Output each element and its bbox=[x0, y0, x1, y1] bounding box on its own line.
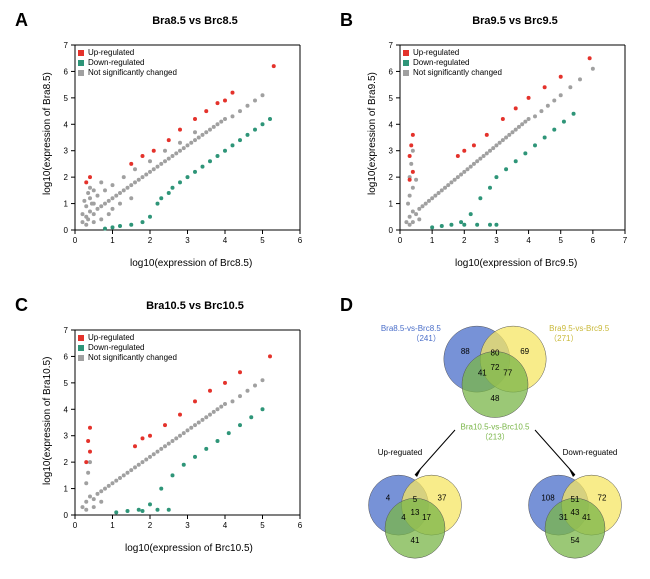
svg-text:1: 1 bbox=[64, 485, 69, 494]
svg-text:4: 4 bbox=[223, 236, 228, 245]
svg-text:6: 6 bbox=[591, 236, 596, 245]
svg-text:0: 0 bbox=[73, 521, 78, 530]
ylabel-b: log10(expression of Bra9.5) bbox=[367, 72, 378, 195]
svg-text:1: 1 bbox=[110, 236, 115, 245]
svg-text:1: 1 bbox=[430, 236, 435, 245]
svg-text:Down-reguated: Down-reguated bbox=[563, 448, 618, 457]
svg-text:77: 77 bbox=[503, 368, 512, 377]
svg-text:51: 51 bbox=[571, 495, 580, 504]
svg-text:80: 80 bbox=[491, 348, 500, 357]
svg-text:7: 7 bbox=[64, 41, 69, 50]
svg-text:2: 2 bbox=[389, 173, 394, 182]
svg-text:0: 0 bbox=[64, 511, 69, 520]
svg-text:17: 17 bbox=[422, 513, 431, 522]
svg-text:3: 3 bbox=[64, 147, 69, 156]
panel-label-b: B bbox=[340, 10, 353, 31]
xlabel-a: log10(expression of Brc8.5) bbox=[130, 258, 252, 269]
svg-text:41: 41 bbox=[411, 536, 420, 545]
svg-text:5: 5 bbox=[260, 236, 265, 245]
svg-text:37: 37 bbox=[438, 494, 447, 503]
svg-text:0: 0 bbox=[398, 236, 403, 245]
svg-text:0: 0 bbox=[389, 226, 394, 235]
svg-text:3: 3 bbox=[389, 147, 394, 156]
legend-c: Up-regulated Down-regulated Not signific… bbox=[78, 333, 177, 363]
panel-label-a: A bbox=[15, 10, 28, 31]
svg-text:5: 5 bbox=[64, 379, 69, 388]
svg-text:4: 4 bbox=[64, 405, 69, 414]
ylabel-a: log10(expression of Bra8.5) bbox=[42, 72, 53, 195]
svg-text:4: 4 bbox=[389, 120, 394, 129]
svg-text:69: 69 bbox=[520, 347, 529, 356]
svg-text:31: 31 bbox=[559, 513, 568, 522]
svg-text:54: 54 bbox=[571, 536, 580, 545]
svg-text:48: 48 bbox=[491, 394, 500, 403]
svg-text:1: 1 bbox=[110, 521, 115, 530]
svg-text:Up-reguated: Up-reguated bbox=[378, 448, 422, 457]
svg-text:4: 4 bbox=[223, 521, 228, 530]
svg-text:7: 7 bbox=[64, 326, 69, 335]
xlabel-c: log10(expression of Brc10.5) bbox=[125, 543, 253, 554]
svg-text:（271）: （271） bbox=[549, 334, 578, 343]
svg-text:2: 2 bbox=[64, 173, 69, 182]
svg-text:5: 5 bbox=[413, 495, 418, 504]
svg-text:（213）: （213） bbox=[480, 433, 509, 442]
svg-text:Bra10.5-vs-Brc10.5: Bra10.5-vs-Brc10.5 bbox=[461, 423, 530, 432]
panel-title-b: Bra9.5 vs Brc9.5 bbox=[400, 15, 630, 27]
svg-text:72: 72 bbox=[598, 494, 607, 503]
panel-label-c: C bbox=[15, 295, 28, 316]
svg-text:4: 4 bbox=[386, 494, 391, 503]
svg-text:Bra8.5-vs-Brc8.5: Bra8.5-vs-Brc8.5 bbox=[381, 324, 442, 333]
svg-text:72: 72 bbox=[491, 363, 500, 372]
svg-text:0: 0 bbox=[64, 226, 69, 235]
svg-text:5: 5 bbox=[389, 94, 394, 103]
svg-text:43: 43 bbox=[571, 508, 580, 517]
svg-text:0: 0 bbox=[73, 236, 78, 245]
svg-text:2: 2 bbox=[64, 458, 69, 467]
svg-text:2: 2 bbox=[462, 236, 467, 245]
svg-text:4: 4 bbox=[64, 120, 69, 129]
svg-text:Bra9.5-vs-Brc9.5: Bra9.5-vs-Brc9.5 bbox=[549, 324, 610, 333]
svg-text:88: 88 bbox=[461, 347, 470, 356]
svg-text:4: 4 bbox=[526, 236, 531, 245]
svg-text:6: 6 bbox=[298, 521, 303, 530]
svg-text:4: 4 bbox=[401, 513, 406, 522]
svg-text:41: 41 bbox=[582, 513, 591, 522]
svg-text:2: 2 bbox=[148, 236, 153, 245]
svg-text:（241）: （241） bbox=[411, 334, 440, 343]
panel-label-d: D bbox=[340, 295, 353, 316]
svg-text:6: 6 bbox=[64, 352, 69, 361]
svg-text:3: 3 bbox=[494, 236, 499, 245]
svg-text:6: 6 bbox=[64, 67, 69, 76]
panel-title-c: Bra10.5 vs Brc10.5 bbox=[80, 300, 310, 312]
ylabel-c: log10(expression of Bra10.5) bbox=[42, 357, 53, 485]
legend-b: Up-regulated Down-regulated Not signific… bbox=[403, 48, 502, 78]
svg-text:41: 41 bbox=[478, 368, 487, 377]
svg-text:7: 7 bbox=[389, 41, 394, 50]
svg-text:6: 6 bbox=[389, 67, 394, 76]
svg-text:5: 5 bbox=[558, 236, 563, 245]
svg-text:1: 1 bbox=[64, 200, 69, 209]
svg-text:13: 13 bbox=[411, 508, 420, 517]
svg-text:7: 7 bbox=[623, 236, 628, 245]
svg-text:6: 6 bbox=[298, 236, 303, 245]
svg-text:3: 3 bbox=[185, 521, 190, 530]
xlabel-b: log10(expression of Brc9.5) bbox=[455, 258, 577, 269]
panel-title-a: Bra8.5 vs Brc8.5 bbox=[80, 15, 310, 27]
svg-text:5: 5 bbox=[64, 94, 69, 103]
svg-text:3: 3 bbox=[185, 236, 190, 245]
svg-text:2: 2 bbox=[148, 521, 153, 530]
svg-text:1: 1 bbox=[389, 200, 394, 209]
svg-text:5: 5 bbox=[260, 521, 265, 530]
svg-text:108: 108 bbox=[541, 494, 555, 503]
svg-text:3: 3 bbox=[64, 432, 69, 441]
legend-a: Up-regulated Down-regulated Not signific… bbox=[78, 48, 177, 78]
venn-diagram: 88694880417772Bra8.5-vs-Brc8.5（241）Bra9.… bbox=[345, 315, 645, 570]
